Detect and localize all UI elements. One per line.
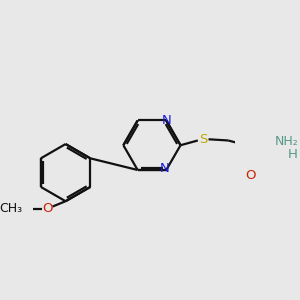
- Text: N: N: [160, 162, 170, 175]
- Text: N: N: [161, 114, 171, 127]
- Text: H: H: [288, 148, 297, 161]
- Text: S: S: [199, 133, 207, 146]
- Text: O: O: [43, 202, 53, 215]
- Text: CH₃: CH₃: [0, 202, 23, 215]
- Text: O: O: [245, 169, 256, 182]
- Text: NH₂: NH₂: [274, 135, 298, 148]
